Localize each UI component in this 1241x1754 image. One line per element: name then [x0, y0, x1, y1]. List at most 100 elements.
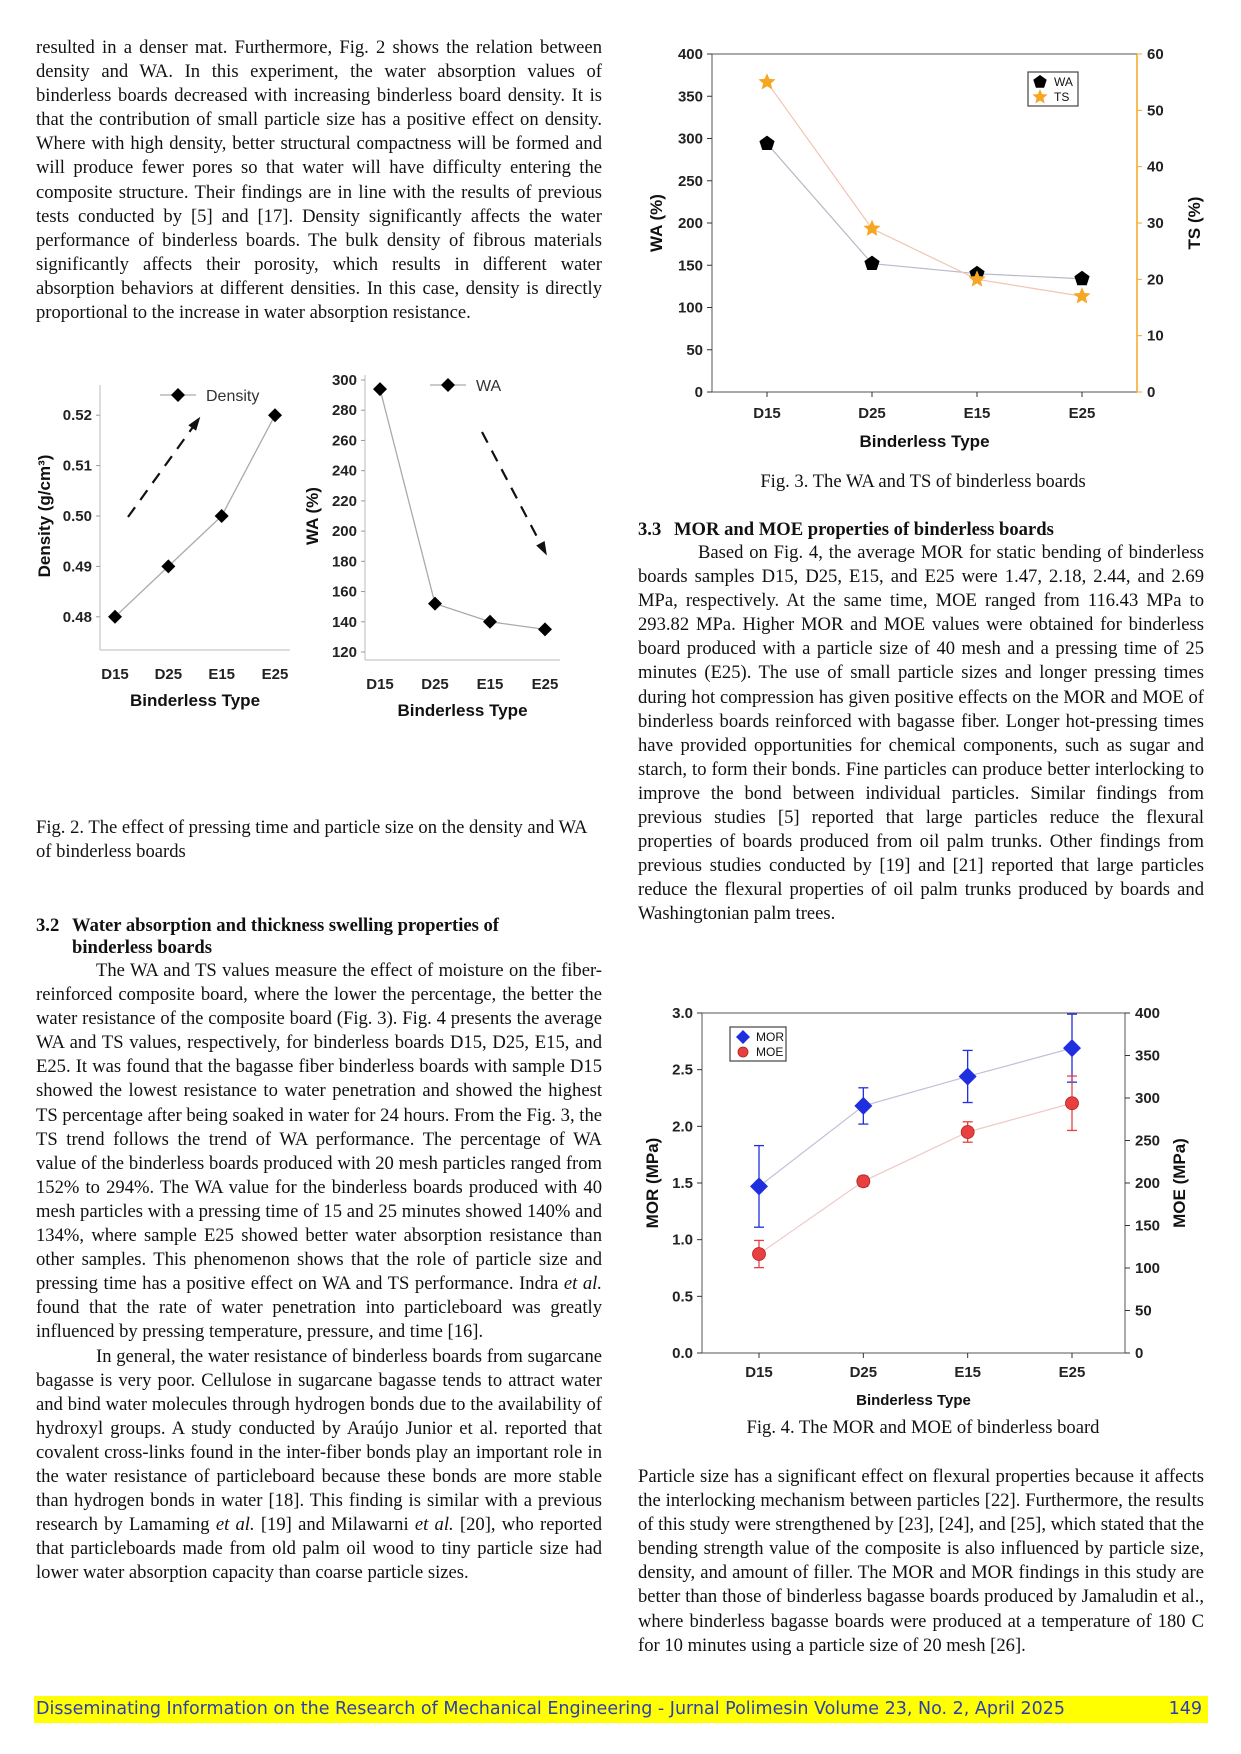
figure-3: 0 50 100 150 200 250 300 350 400 0 10 20 30 40 50 60 D15…	[647, 46, 1204, 451]
fig2-panel1-series-line	[379, 388, 546, 630]
fig4-ytick-right-label: 200	[1135, 1175, 1160, 1192]
fig3-wa-point	[759, 135, 775, 150]
fig2-caption: Fig. 2. The effect of pressing time and …	[36, 817, 587, 862]
fig4-ytick-label: 0.5	[672, 1288, 693, 1305]
fig2-panel1-xtick-label: E15	[477, 676, 504, 693]
fig2-panel1-ylabel: WA (%)	[303, 487, 322, 545]
fig4-xtick-label: D25	[850, 1364, 878, 1381]
fig2-panel1-xtick-label: E25	[532, 676, 559, 693]
section-3-2-para-1: The WA and TS values measure the effect …	[36, 960, 602, 1343]
fig3-ytick-right-label: 40	[1147, 159, 1164, 176]
fig3-series-ts-line	[766, 81, 1083, 297]
fig3-ytick-label: 150	[678, 257, 703, 274]
fig2-panel1-trend-arrowhead	[536, 541, 547, 556]
fig2-panel0-legend-label: Density	[206, 388, 259, 405]
fig2-panel1-ytick-label: 160	[332, 584, 357, 601]
section-3-3-para: Based on Fig. 4, the average MOR for sta…	[638, 542, 1204, 925]
section-3-2-heading: 3.2 Water absorption and thickness swelli…	[36, 915, 500, 936]
fig4-ytick-right-label: 100	[1135, 1260, 1160, 1277]
fig4-mor-point	[1063, 1039, 1081, 1058]
fig2-panel0-xtick-label: E15	[208, 666, 235, 683]
fig4-ytick-label: 0.0	[672, 1345, 693, 1362]
fig3-wa-point	[864, 255, 880, 270]
fig2-panel0-xtick-label: D15	[101, 666, 129, 683]
fig4-legend-mor-label: MOR	[756, 1030, 784, 1044]
fig3-ts-point	[1073, 287, 1091, 304]
fig3-legend-ts-label: TS	[1054, 90, 1069, 104]
fig4-ytick-right-label: 0	[1135, 1345, 1143, 1362]
fig3-ytick-label: 400	[678, 46, 703, 63]
fig3-ylabel-right: TS (%)	[1185, 197, 1204, 250]
fig2-panel1-legend-label: WA	[476, 378, 502, 395]
fig4-moe-point	[856, 1174, 871, 1189]
fig2-panel0-legend-marker	[171, 388, 185, 402]
fig3-ytick-right-label: 20	[1147, 271, 1164, 288]
fig2-panel1-point	[483, 614, 497, 629]
fig4-ytick-right-label: 400	[1135, 1005, 1160, 1022]
fig3-ytick-label: 200	[678, 215, 703, 232]
fig3-ts-point	[968, 270, 986, 287]
fig2-panel1-ytick-label: 300	[332, 372, 357, 389]
fig4-xtick-label: E15	[954, 1364, 981, 1381]
fig3-ytick-label: 50	[686, 342, 703, 359]
journal-footer: Disseminating Information on the Researc…	[34, 1696, 1208, 1723]
fig2-panel1-point	[428, 596, 442, 611]
fig2-panel1-xtick-label: D25	[421, 676, 449, 693]
fig4-ytick-right-label: 50	[1135, 1303, 1152, 1320]
fig2-panel0-ytick-label: 0.52	[63, 407, 92, 424]
fig2-panel1-point	[373, 382, 387, 397]
fig4-caption: Fig. 4. The MOR and MOE of binderless bo…	[746, 1417, 1100, 1438]
fig2-panel1-ytick-label: 200	[332, 523, 357, 540]
fig4-moe-point	[1065, 1096, 1079, 1111]
fig2-panel0-point	[268, 408, 282, 423]
fig2-panel1-point	[538, 622, 552, 637]
section-3-3: 3.3 MOR and MOE properties of binderless …	[638, 519, 1204, 927]
fig4-ylabel: MOR (MPa)	[643, 1138, 662, 1229]
fig4-moe-point	[752, 1247, 766, 1261]
fig2-panel0-series-line	[114, 414, 276, 618]
fig2-panel1-ytick-label: 180	[332, 553, 357, 570]
fig3-xtick-label: E25	[1069, 405, 1096, 422]
fig3-wa-point	[1074, 270, 1090, 286]
fig4-ytick-label: 1.0	[672, 1232, 693, 1249]
fig4-xlabel: Binderless Type	[856, 1392, 971, 1409]
fig4-ytick-label: 2.0	[672, 1118, 693, 1135]
fig3-legend-wa-label: WA	[1054, 75, 1073, 89]
closing-paragraph: Particle size has a significant effect o…	[638, 1466, 1204, 1656]
fig4-legend-moe-marker	[737, 1046, 749, 1058]
fig3-ytick-label: 300	[678, 131, 703, 148]
fig4-xtick-label: E25	[1059, 1364, 1086, 1381]
section-3-2-para-2: In general, the water resistance of bind…	[36, 1345, 602, 1584]
fig4-ytick-right-label: 250	[1135, 1133, 1160, 1150]
fig3-ytick-label: 0	[695, 384, 703, 401]
fig2-panel0-trend-arrow	[127, 419, 199, 518]
fig2-panel1-ytick-label: 280	[332, 402, 357, 419]
fig2-panel0-point	[214, 509, 229, 523]
fig2-panel1-ytick-label: 240	[332, 463, 357, 480]
fig4-legend-mor-marker	[736, 1030, 750, 1044]
fig3-ytick-right-label: 50	[1147, 102, 1164, 119]
fig2-panel0-point	[161, 559, 176, 574]
fig4-ylabel-right: MOE (MPa)	[1170, 1138, 1189, 1228]
fig4-ytick-label: 2.5	[672, 1062, 693, 1079]
fig4-plot-frame	[701, 1012, 1126, 1354]
fig2-panel0-xtick-label: D25	[155, 666, 183, 683]
fig3-ylabel: WA (%)	[647, 194, 666, 252]
intro-paragraph: resulted in a denser mat. Furthermore, F…	[36, 37, 602, 324]
fig4-legend-moe-label: MOE	[756, 1045, 783, 1059]
fig2-panel1-legend-marker	[441, 378, 455, 392]
fig2-panel0-ytick-label: 0.49	[63, 558, 92, 575]
fig3-legend-ts-marker	[1032, 89, 1048, 104]
fig4-ytick-right-label: 150	[1135, 1218, 1160, 1235]
fig3-ytick-right-label: 30	[1147, 215, 1164, 232]
fig4-ytick-label: 3.0	[672, 1005, 693, 1022]
fig4-series-mor-line	[758, 1047, 1073, 1187]
fig3-ts-point	[863, 219, 881, 236]
fig2-panel0-ytick-label: 0.50	[63, 508, 92, 525]
fig4-xtick-label: D15	[745, 1364, 773, 1381]
fig4-ytick-label: 1.5	[672, 1175, 693, 1192]
fig3-ytick-right-label: 0	[1147, 384, 1155, 401]
fig2-panel1-trend-arrow	[481, 431, 546, 553]
page-number: 149	[1168, 1699, 1202, 1719]
